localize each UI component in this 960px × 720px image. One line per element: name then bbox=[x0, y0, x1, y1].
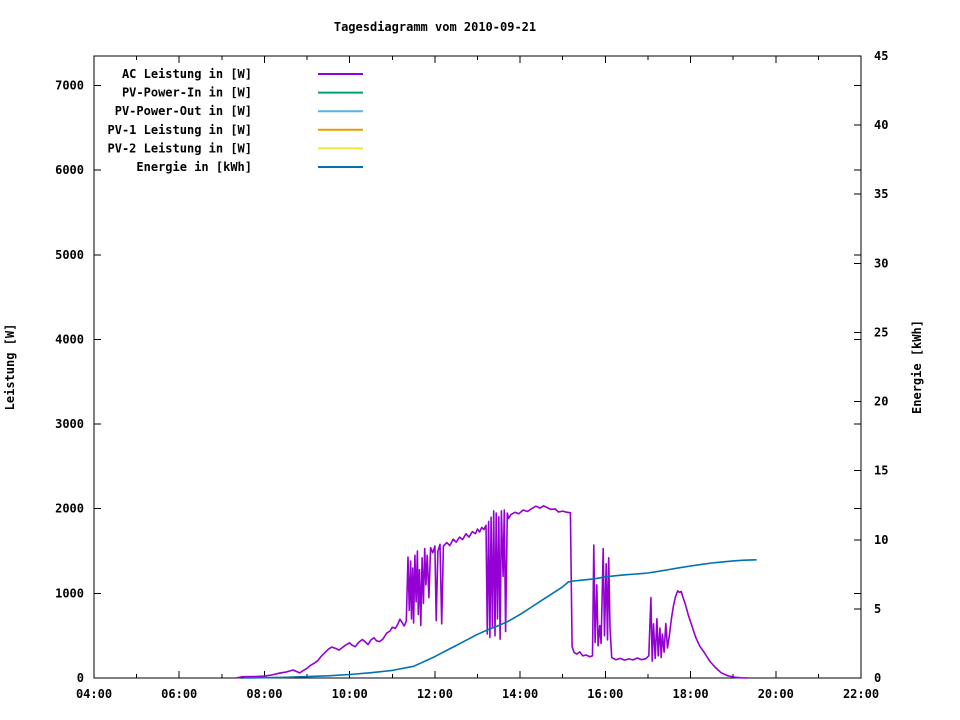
y-right-tick-label: 45 bbox=[874, 49, 888, 63]
legend-label: PV-Power-Out in [W] bbox=[115, 104, 252, 118]
series-line-ac-leistung-in-w- bbox=[235, 504, 749, 679]
legend-label: PV-Power-In in [W] bbox=[122, 86, 252, 100]
x-tick-label: 04:00 bbox=[76, 687, 112, 701]
y-right-tick-label: 25 bbox=[874, 325, 888, 339]
y-left-tick-label: 2000 bbox=[55, 502, 84, 516]
y-right-tick-label: 40 bbox=[874, 118, 888, 132]
x-tick-label: 20:00 bbox=[758, 687, 794, 701]
y-left-tick-label: 3000 bbox=[55, 417, 84, 431]
x-tick-label: 06:00 bbox=[161, 687, 197, 701]
legend-label: PV-2 Leistung in [W] bbox=[108, 141, 253, 155]
y-right-tick-label: 15 bbox=[874, 464, 888, 478]
y-left-tick-label: 7000 bbox=[55, 79, 84, 93]
y-right-tick-label: 5 bbox=[874, 602, 881, 616]
y-left-axis-title: Leistung [W] bbox=[3, 324, 17, 411]
axis-ticks bbox=[93, 55, 862, 679]
y-right-tick-label: 20 bbox=[874, 395, 888, 409]
y-right-tick-label: 35 bbox=[874, 187, 888, 201]
y-right-tick-label: 30 bbox=[874, 256, 888, 270]
legend-label: AC Leistung in [W] bbox=[122, 67, 252, 81]
x-tick-label: 08:00 bbox=[246, 687, 282, 701]
x-tick-label: 14:00 bbox=[502, 687, 538, 701]
y-left-tick-label: 5000 bbox=[55, 248, 84, 262]
y-right-tick-label: 0 bbox=[874, 671, 881, 685]
y-left-tick-label: 0 bbox=[77, 671, 84, 685]
y-left-tick-label: 4000 bbox=[55, 332, 84, 346]
legend-label: Energie in [kWh] bbox=[136, 160, 252, 174]
x-tick-label: 10:00 bbox=[332, 687, 368, 701]
x-tick-label: 12:00 bbox=[417, 687, 453, 701]
legend: AC Leistung in [W] PV-Power-In in [W] PV-P… bbox=[108, 67, 363, 174]
y-right-axis-title: Energie [kWh] bbox=[910, 320, 924, 414]
y-left-tick-label: 6000 bbox=[55, 163, 84, 177]
x-tick-label: 16:00 bbox=[587, 687, 623, 701]
legend-label: PV-1 Leistung in [W] bbox=[108, 123, 253, 137]
series-line-energie-in-kwh- bbox=[243, 559, 757, 679]
chart-title: Tagesdiagramm vom 2010-09-21 bbox=[333, 20, 537, 34]
data-series bbox=[235, 504, 757, 679]
y-right-tick-label: 10 bbox=[874, 533, 888, 547]
axis-labels: 04:00 06:00 08:00 10:00 12:00 14:00 16:00 18:00… bbox=[3, 49, 924, 701]
x-tick-label: 18:00 bbox=[672, 687, 708, 701]
x-tick-label: 22:00 bbox=[843, 687, 879, 701]
y-left-tick-label: 1000 bbox=[55, 586, 84, 600]
